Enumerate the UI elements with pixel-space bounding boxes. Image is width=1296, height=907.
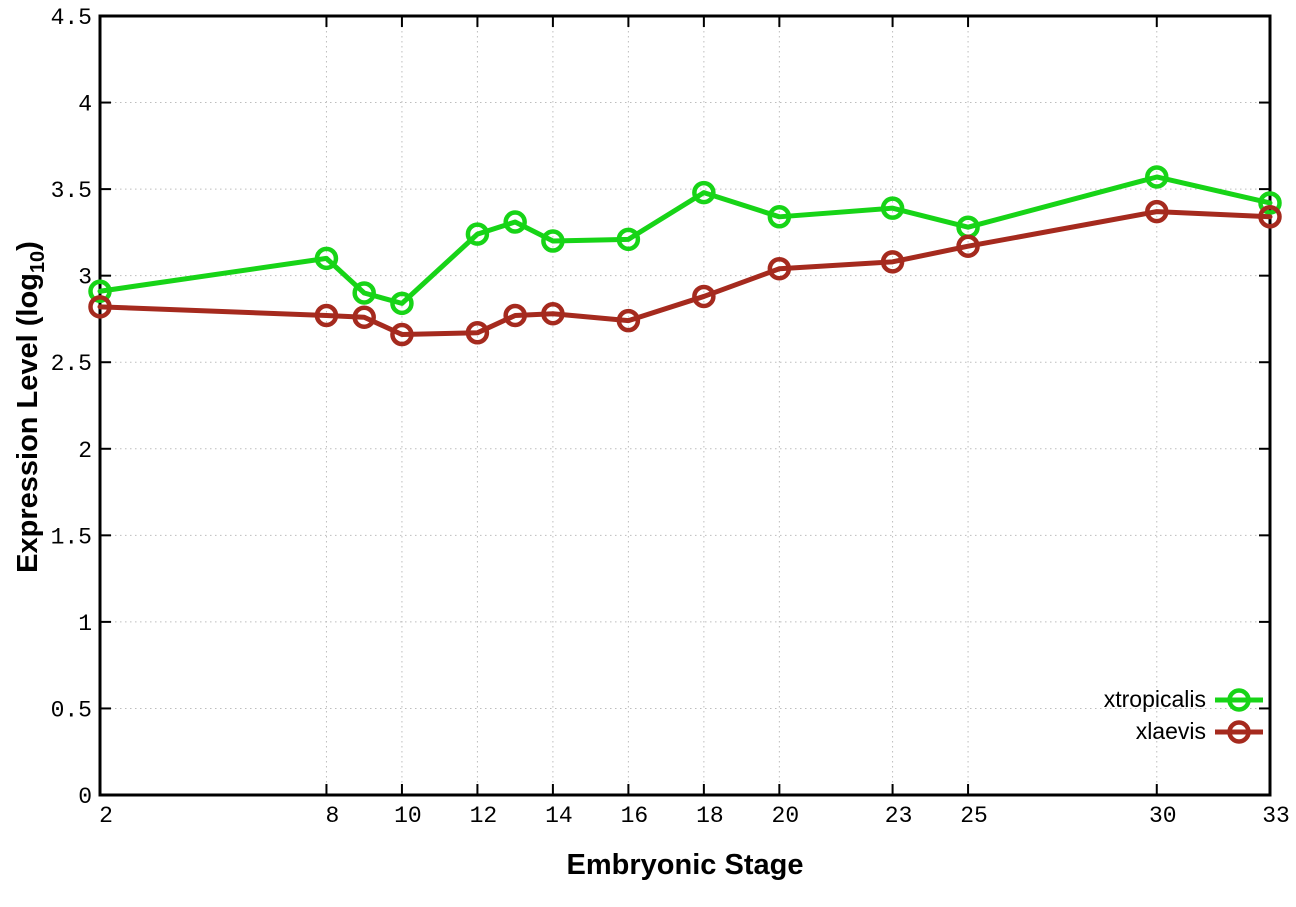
data-point-xtropicalis-stage-9 bbox=[352, 281, 376, 305]
data-point-xlaevis-stage-23 bbox=[880, 250, 905, 274]
data-point-xtropicalis-stage-13 bbox=[503, 210, 527, 234]
x-tick-label: 23 bbox=[885, 803, 913, 829]
y-tick-label: 2 bbox=[78, 438, 92, 464]
series-xlaevis bbox=[88, 199, 1282, 347]
y-tick-label: 1.5 bbox=[51, 524, 92, 550]
x-tick-label: 8 bbox=[326, 803, 340, 829]
data-point-xtropicalis-stage-12 bbox=[465, 222, 490, 246]
x-axis-title: Embryonic Stage bbox=[566, 849, 804, 881]
data-point-xtropicalis-stage-33 bbox=[1258, 191, 1282, 215]
data-point-xlaevis-stage-33 bbox=[1258, 205, 1282, 229]
data-point-xtropicalis-stage-2 bbox=[88, 279, 112, 303]
data-point-xtropicalis-stage-20 bbox=[767, 205, 792, 229]
y-axis-title-text: Expression Level (log bbox=[12, 273, 44, 573]
x-tick-label: 33 bbox=[1262, 803, 1290, 829]
series-line-xtropicalis bbox=[97, 174, 1273, 306]
data-point-xtropicalis-stage-10 bbox=[390, 291, 414, 316]
gridlines bbox=[99, 15, 1271, 796]
y-tick-label: 4 bbox=[78, 92, 92, 118]
data-point-xtropicalis-stage-16 bbox=[616, 227, 641, 252]
y-axis-title: Expression Level (log10) bbox=[7, 157, 49, 657]
data-point-xlaevis-stage-8 bbox=[314, 303, 339, 328]
x-tick-label: 20 bbox=[772, 803, 800, 829]
x-tick-label: 25 bbox=[960, 803, 988, 829]
y-tick-label: 2.5 bbox=[51, 351, 92, 377]
data-point-xlaevis-stage-2 bbox=[88, 295, 112, 319]
x-tick-labels: 2 8 10 12 14 16 18 20 23 25 30 33 bbox=[99, 803, 1290, 829]
y-tick-label: 3.5 bbox=[51, 178, 92, 204]
data-point-xtropicalis-stage-30 bbox=[1145, 165, 1169, 189]
x-tick-label: 10 bbox=[394, 803, 422, 829]
legend-label: xtropicalis bbox=[1103, 686, 1206, 712]
y-axis-title-subscript: 10 bbox=[26, 250, 49, 274]
data-point-xlaevis-stage-20 bbox=[767, 256, 792, 281]
x-tick-label: 2 bbox=[99, 803, 113, 829]
data-point-xlaevis-stage-12 bbox=[465, 321, 490, 345]
data-point-xlaevis-stage-30 bbox=[1145, 199, 1169, 224]
y-tick-label: 0 bbox=[78, 784, 92, 810]
legend-item-xlaevis: xlaevis bbox=[1136, 717, 1263, 746]
y-tick-label: 3 bbox=[78, 265, 92, 291]
y-tick-label: 0.5 bbox=[51, 697, 92, 723]
x-tick-label: 14 bbox=[545, 803, 573, 829]
legend-item-xtropicalis: xtropicalis bbox=[1104, 685, 1263, 714]
y-tick-label: 1 bbox=[78, 611, 92, 637]
data-point-xtropicalis-stage-23 bbox=[880, 196, 905, 220]
data-point-xlaevis-stage-10 bbox=[390, 322, 414, 347]
plot-border bbox=[98, 14, 1272, 797]
data-point-xtropicalis-stage-8 bbox=[314, 246, 339, 271]
y-axis-title-close: ) bbox=[12, 241, 44, 251]
data-point-xtropicalis-stage-18 bbox=[692, 180, 716, 205]
y-tick-label: 4.5 bbox=[51, 5, 92, 31]
data-point-xlaevis-stage-25 bbox=[956, 234, 980, 258]
x-tick-label: 30 bbox=[1149, 803, 1177, 829]
data-point-xlaevis-stage-18 bbox=[692, 284, 716, 309]
x-tick-label: 16 bbox=[621, 803, 649, 829]
x-tick-label: 12 bbox=[470, 803, 498, 829]
tick-marks bbox=[99, 15, 1271, 796]
data-point-xlaevis-stage-9 bbox=[352, 305, 376, 329]
data-point-xlaevis-stage-13 bbox=[503, 303, 527, 328]
data-point-xlaevis-stage-14 bbox=[541, 302, 565, 326]
line-point-sample-icon bbox=[1215, 687, 1263, 712]
legend: xtropicalis xlaevis bbox=[1104, 685, 1263, 746]
x-tick-label: 18 bbox=[696, 803, 724, 829]
series-line-xlaevis bbox=[97, 209, 1273, 338]
line-point-sample-icon bbox=[1215, 719, 1263, 744]
y-tick-labels: 0 0.5 1 1.5 2 2.5 3 3.5 4 4.5 bbox=[51, 5, 92, 810]
data-point-xlaevis-stage-16 bbox=[616, 308, 641, 333]
legend-label: xlaevis bbox=[1135, 718, 1206, 744]
data-point-xtropicalis-stage-14 bbox=[541, 229, 565, 253]
